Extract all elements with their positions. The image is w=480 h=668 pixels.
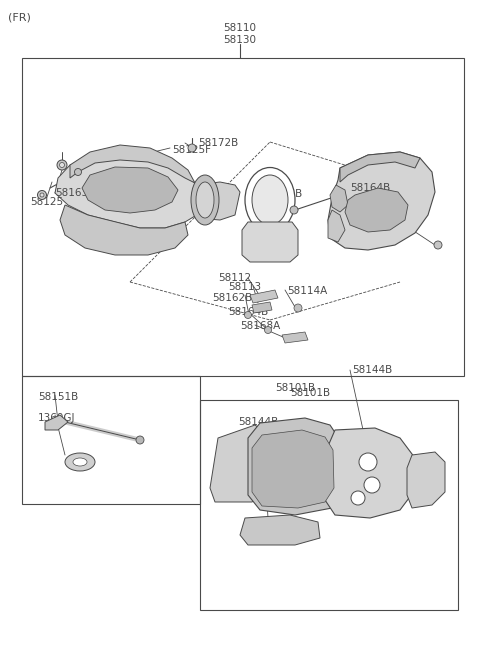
Circle shape xyxy=(188,144,196,152)
Polygon shape xyxy=(60,205,188,255)
Circle shape xyxy=(290,206,298,214)
Text: 58151B: 58151B xyxy=(38,392,78,402)
Ellipse shape xyxy=(196,182,214,218)
Circle shape xyxy=(244,311,252,319)
Polygon shape xyxy=(55,155,205,228)
Ellipse shape xyxy=(252,175,288,225)
Text: 58114A: 58114A xyxy=(287,286,327,296)
Circle shape xyxy=(364,477,380,493)
Polygon shape xyxy=(70,145,195,183)
Polygon shape xyxy=(195,182,240,220)
Polygon shape xyxy=(330,185,348,212)
Text: 58162B: 58162B xyxy=(212,293,252,303)
Text: 58164B: 58164B xyxy=(350,183,390,193)
Polygon shape xyxy=(282,332,308,343)
Text: 58163B: 58163B xyxy=(55,188,95,198)
Polygon shape xyxy=(328,210,345,242)
Circle shape xyxy=(37,190,47,200)
Bar xyxy=(200,400,458,610)
Polygon shape xyxy=(340,152,420,182)
Text: 58168A: 58168A xyxy=(240,321,280,331)
Bar xyxy=(22,58,464,376)
Polygon shape xyxy=(240,515,320,545)
Polygon shape xyxy=(345,188,408,232)
Polygon shape xyxy=(45,415,68,430)
Ellipse shape xyxy=(245,168,295,232)
Polygon shape xyxy=(248,418,342,515)
Circle shape xyxy=(264,327,272,333)
Text: 58110: 58110 xyxy=(224,23,256,33)
Text: 58144B: 58144B xyxy=(238,417,278,427)
Ellipse shape xyxy=(191,175,219,225)
Polygon shape xyxy=(82,167,178,213)
Polygon shape xyxy=(322,428,415,518)
Text: 1360GJ: 1360GJ xyxy=(38,413,75,423)
Polygon shape xyxy=(407,452,445,508)
Text: 58125: 58125 xyxy=(30,197,63,207)
Text: 58130: 58130 xyxy=(224,35,256,45)
Circle shape xyxy=(294,304,302,312)
Polygon shape xyxy=(328,152,435,250)
Polygon shape xyxy=(252,302,272,313)
Circle shape xyxy=(74,168,82,176)
Polygon shape xyxy=(210,425,268,502)
Ellipse shape xyxy=(73,458,87,466)
Bar xyxy=(22,376,200,504)
Polygon shape xyxy=(250,290,278,303)
Ellipse shape xyxy=(65,453,95,471)
Text: 58164B: 58164B xyxy=(228,307,268,317)
Circle shape xyxy=(434,241,442,249)
Text: 58144B: 58144B xyxy=(352,365,392,375)
Circle shape xyxy=(351,491,365,505)
Circle shape xyxy=(136,436,144,444)
Text: 58125F: 58125F xyxy=(172,145,211,155)
Text: 58101B: 58101B xyxy=(290,388,330,398)
Text: 58161B: 58161B xyxy=(262,189,302,199)
Polygon shape xyxy=(242,222,298,262)
Text: (FR): (FR) xyxy=(8,13,31,23)
Polygon shape xyxy=(252,430,334,508)
Circle shape xyxy=(60,162,64,168)
Circle shape xyxy=(57,160,67,170)
Circle shape xyxy=(359,453,377,471)
Text: 58172B: 58172B xyxy=(198,138,238,148)
Text: 58112: 58112 xyxy=(218,273,251,283)
Text: 58113: 58113 xyxy=(228,282,261,292)
Text: 58101B: 58101B xyxy=(275,383,315,393)
Circle shape xyxy=(40,193,44,197)
